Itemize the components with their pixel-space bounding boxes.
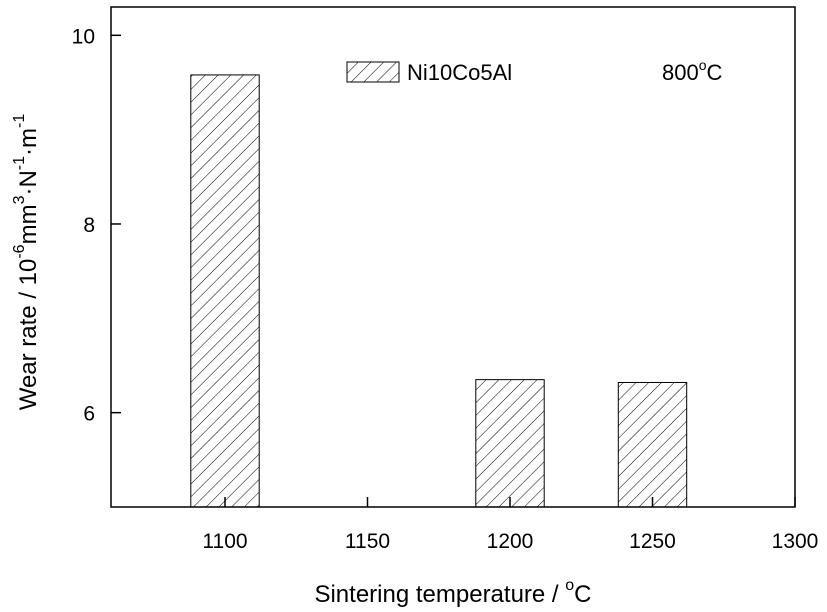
bars-group <box>190 74 688 508</box>
x-axis-ticks: 1100 1150 1200 1250 1300 <box>202 497 818 553</box>
y-axis-title-exp1: -6 <box>11 244 28 258</box>
x-axis-title-text: Sintering temperature / <box>314 581 565 608</box>
x-tick-label: 1250 <box>629 530 676 553</box>
y-axis-title-exp3: -1 <box>11 156 28 170</box>
y-axis-title-exp2: 3 <box>11 195 28 204</box>
y-axis-title-mid2: ·N <box>15 170 42 195</box>
y-axis-ticks: 6 8 10 <box>72 25 121 426</box>
bar-1250 <box>617 381 688 508</box>
y-axis-title-mid3: ·m <box>15 128 42 156</box>
y-axis-title-exp4: -1 <box>11 114 28 128</box>
y-axis-title-mid1: mm <box>15 204 42 244</box>
x-axis-title-unit: C <box>574 581 591 608</box>
x-tick-label: 1150 <box>345 530 390 553</box>
legend-label: Ni10Co5Al <box>407 60 512 85</box>
x-axis-title: Sintering temperature / oC <box>314 577 591 608</box>
x-tick-label: 1300 <box>772 530 819 553</box>
x-tick-label: 1100 <box>202 530 247 553</box>
x-axis-title-degree: o <box>565 577 574 594</box>
annotation-value: 800 <box>662 60 699 85</box>
y-axis-title-text: Wear rate / 10 <box>15 259 42 411</box>
bar-1100 <box>190 74 260 508</box>
annotation-degree: o <box>699 57 707 73</box>
legend-swatch <box>346 61 400 83</box>
y-tick-label: 8 <box>83 214 95 237</box>
plot-frame <box>110 6 796 508</box>
annotation-unit: C <box>707 60 723 85</box>
y-tick-label: 10 <box>72 25 95 48</box>
bar-1200 <box>475 379 545 508</box>
temperature-annotation: 800oC <box>662 57 723 85</box>
y-tick-label: 6 <box>83 403 95 426</box>
x-tick-label: 1200 <box>487 530 534 553</box>
y-axis-title: Wear rate / 10-6mm3·N-1·m-1 <box>11 114 42 411</box>
